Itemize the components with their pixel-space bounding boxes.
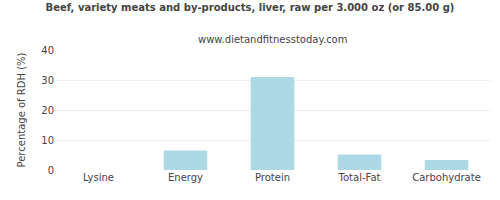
svg-text:www.dietandfitnesstoday.com: www.dietandfitnesstoday.com	[198, 34, 347, 45]
svg-text:Energy: Energy	[168, 172, 203, 183]
svg-text:30: 30	[41, 75, 54, 86]
svg-text:10: 10	[41, 135, 54, 146]
svg-text:0: 0	[48, 165, 54, 176]
svg-text:Carbohydrate: Carbohydrate	[412, 172, 481, 183]
svg-text:40: 40	[41, 45, 54, 56]
svg-text:Protein: Protein	[255, 172, 290, 183]
svg-text:Beef, variety meats and by-pro: Beef, variety meats and by-products, liv…	[46, 2, 455, 13]
svg-text:Percentage of RDH (%): Percentage of RDH (%)	[16, 52, 27, 167]
svg-text:20: 20	[41, 105, 54, 116]
svg-text:Total-Fat: Total-Fat	[338, 172, 381, 183]
svg-text:Lysine: Lysine	[83, 172, 114, 183]
